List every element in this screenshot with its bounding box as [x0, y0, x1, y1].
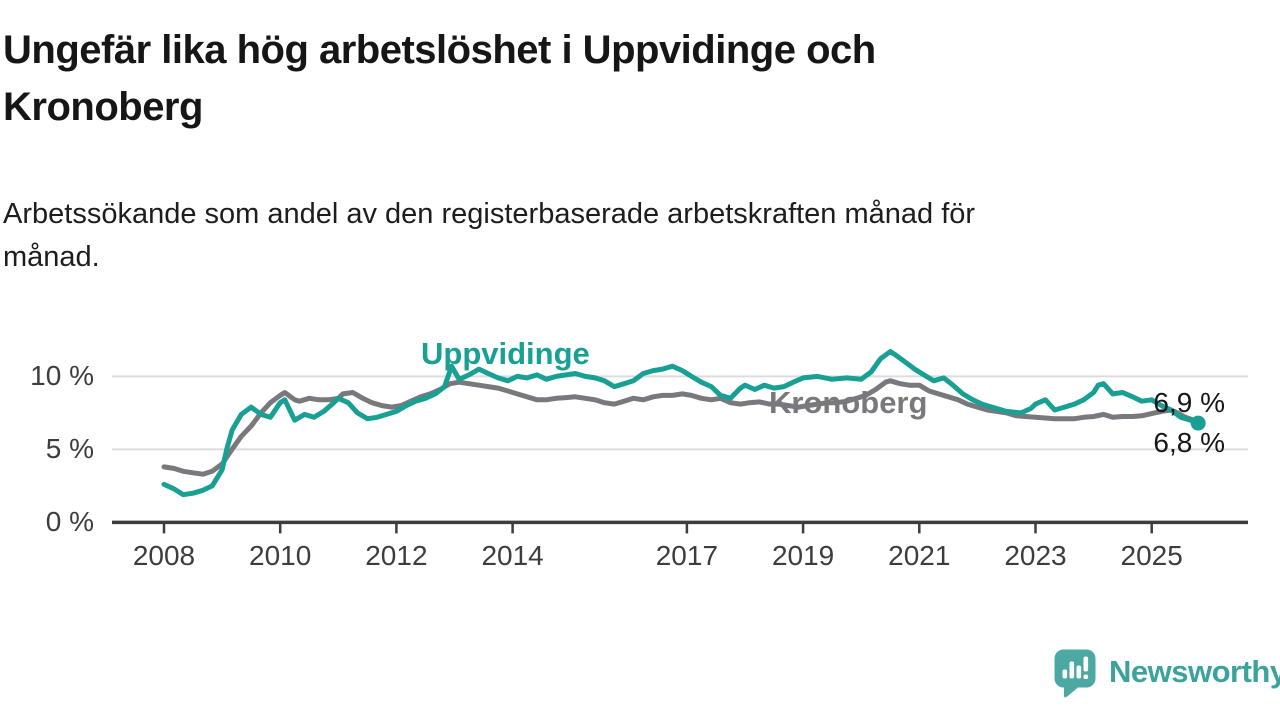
y-tick-label: 0 % [45, 506, 94, 538]
series-label-kronoberg: Kronoberg [769, 385, 928, 420]
end-value-label-uppvidinge: 6,8 % [1153, 427, 1225, 458]
x-tick-label: 2008 [132, 540, 196, 571]
chart-subtitle: Arbetssökande som andel av den registerb… [3, 193, 1203, 279]
x-tick-label: 2019 [771, 540, 835, 571]
chart-title-line-2: Kronoberg [3, 85, 203, 129]
newsworthy-wordmark: Newsworthy [1109, 654, 1280, 689]
end-value-label-kronoberg: 6,9 % [1153, 387, 1225, 418]
x-tick-label: 2017 [655, 540, 719, 571]
x-tick-label: 2023 [1004, 540, 1067, 571]
x-tick-label: 2025 [1120, 540, 1183, 571]
y-tick-label: 10 % [30, 360, 94, 392]
x-tick-label: 2021 [888, 540, 951, 571]
series-end-dot-uppvidinge [1190, 415, 1206, 431]
x-tick-label: 2012 [365, 540, 428, 571]
newsworthy-speech-bubble-bars-icon [1054, 649, 1096, 698]
series-line-kronoberg [161, 378, 1201, 477]
x-tick-label: 2014 [481, 540, 544, 571]
chart-title-line-1: Ungefär lika hög arbetslöshet i Uppvidin… [3, 28, 876, 72]
x-tick-label: 2010 [249, 540, 312, 571]
series-line-uppvidinge [161, 349, 1201, 498]
chart-subtitle-line-2: månad. [3, 241, 100, 273]
newsworthy-logo[interactable]: Newsworthy [1053, 648, 1280, 698]
chart-subtitle-line-1: Arbetssökande som andel av den registerb… [3, 198, 976, 230]
y-tick-label: 5 % [45, 433, 94, 465]
series-label-uppvidinge: Uppvidinge [421, 336, 590, 371]
chart-title: Ungefär lika hög arbetslöshet i Uppvidin… [3, 22, 1153, 136]
